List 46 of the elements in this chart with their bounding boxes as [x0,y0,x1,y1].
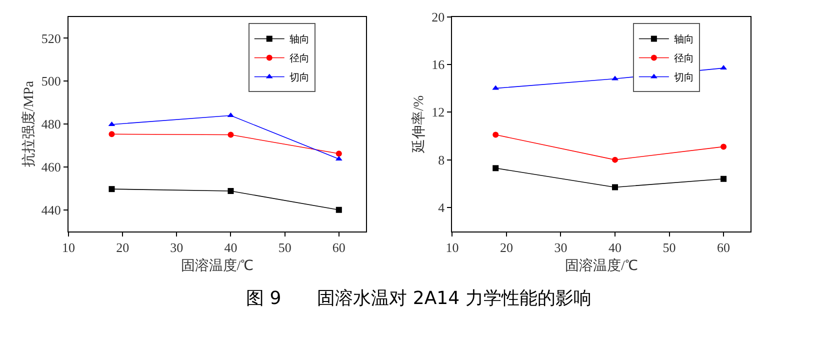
legend-label: 切向 [674,72,694,84]
y-tick-label: 460 [41,160,61,175]
legend-label: 轴向 [289,34,310,46]
y-tick-label: 480 [41,116,61,132]
y-tick-label: 4 [438,200,446,216]
x-tick-label: 20 [116,240,130,255]
point [336,150,342,157]
point [228,188,234,194]
x-tick-label: 60 [332,240,346,255]
x-tick-label: 50 [662,240,676,255]
y-tick-label: 20 [432,9,445,24]
point [108,131,115,138]
y-tick-label: 520 [41,30,61,46]
point [108,186,115,192]
point [612,184,618,190]
point [492,165,499,172]
legend-label: 切向 [289,72,310,84]
caption: 图 9 固溶水温对 2A14 力学性能的影响 [246,288,592,309]
point [720,144,727,150]
y-axis-title: 抗拉强度/MPa [20,80,37,168]
y-tick-label: 12 [432,104,445,120]
y-axis-title: 延伸率/% [411,94,428,154]
legend-label: 径向 [289,52,310,65]
x-axis-title: 固溶温度/℃ [565,258,638,274]
x-tick-label: 10 [446,240,459,255]
y-tick-label: 440 [41,202,61,218]
x-axis-title: 固溶温度/℃ [180,258,254,274]
point [228,132,234,138]
point [720,176,727,182]
x-tick-label: 30 [554,240,568,255]
x-tick-label: 20 [500,240,513,255]
y-tick-label: 500 [41,74,61,89]
legend-label: 轴向 [674,34,694,46]
x-tick-label: 60 [717,240,730,255]
point [492,132,499,138]
legend-label: 径向 [674,52,694,65]
point [612,156,618,163]
x-tick-label: 40 [224,240,238,255]
point [612,76,618,80]
x-tick-label: 10 [62,240,75,255]
y-tick-label: 8 [438,152,445,168]
point [336,206,342,213]
x-tick-label: 40 [608,240,622,255]
y-tick-label: 16 [432,57,446,72]
x-tick-label: 50 [278,240,292,255]
x-tick-label: 30 [170,240,184,255]
